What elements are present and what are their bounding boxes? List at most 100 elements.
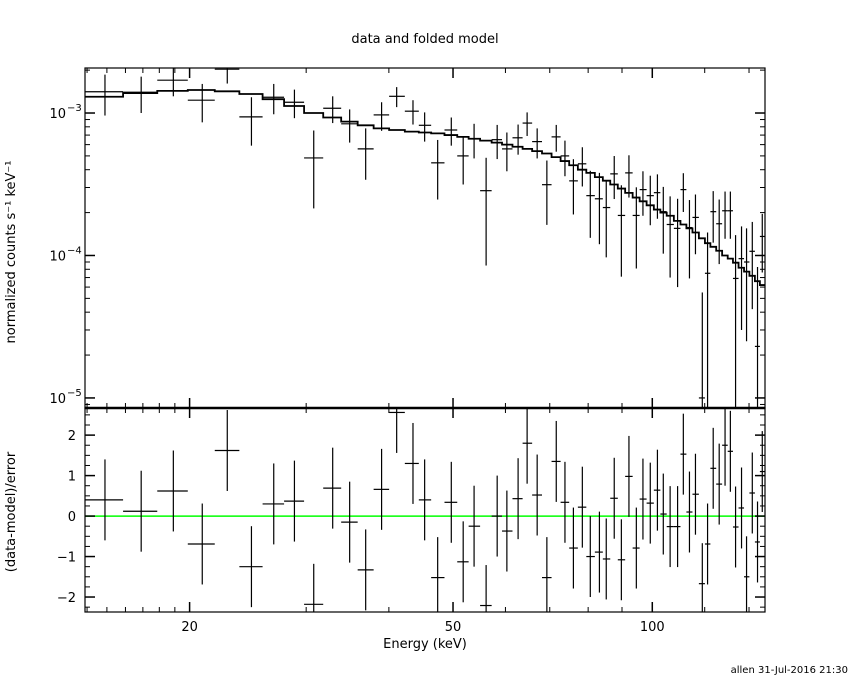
residual-point	[660, 473, 667, 555]
data-point	[560, 140, 570, 177]
y-tick-exponent: −5	[67, 388, 82, 399]
data-point	[586, 170, 595, 238]
spectrum-y-axis-label: normalized counts s⁻¹ keV⁻¹	[4, 161, 19, 344]
residual-point	[341, 481, 358, 563]
data-point	[759, 213, 765, 273]
data-point	[389, 87, 405, 108]
residual-point	[646, 462, 654, 544]
data-point	[480, 157, 492, 266]
data-point	[646, 175, 654, 226]
residual-point	[625, 435, 633, 517]
data-point	[692, 194, 699, 255]
data-point	[722, 191, 728, 239]
residual-point	[759, 431, 765, 513]
y-tick-label: −2	[57, 591, 76, 606]
data-point	[632, 187, 640, 269]
residual-point	[522, 408, 533, 484]
y-tick-label: 0	[68, 510, 76, 525]
data-point	[754, 267, 760, 408]
residual-point	[187, 503, 215, 585]
residual-point	[754, 501, 760, 583]
x-tick-label: 20	[181, 620, 198, 635]
residual-point	[468, 485, 481, 567]
data-point	[444, 117, 458, 146]
data-point	[551, 124, 561, 152]
y-tick-label: 10	[49, 392, 66, 407]
x-axis-label: Energy (keV)	[383, 637, 467, 652]
residual-point	[704, 503, 711, 585]
data-point	[532, 128, 543, 159]
residual-point	[577, 466, 587, 548]
residual-point	[710, 427, 717, 509]
residual-point	[214, 410, 240, 491]
data-point	[686, 200, 693, 279]
x-tick-label: 50	[445, 620, 462, 635]
data-point	[610, 156, 618, 200]
data-point	[373, 102, 390, 131]
residual-point	[673, 486, 681, 568]
residual-point	[532, 454, 543, 536]
y-tick-label: −1	[57, 551, 76, 566]
data-point	[323, 96, 342, 124]
data-point	[653, 174, 661, 219]
data-point	[491, 124, 503, 160]
residual-point	[457, 521, 469, 603]
residual-point	[431, 537, 445, 612]
residual-point	[686, 471, 693, 553]
data-point	[341, 109, 358, 143]
residual-point	[610, 457, 618, 539]
data-point	[680, 173, 687, 212]
residual-point	[653, 449, 661, 531]
y-tick-exponent: −4	[67, 245, 82, 256]
residual-point	[738, 467, 745, 549]
residual-point	[444, 461, 458, 543]
data-point	[457, 136, 469, 185]
data-point	[710, 191, 717, 243]
data-point	[577, 147, 587, 187]
residual-point	[239, 526, 263, 608]
residual-point	[85, 459, 124, 541]
data-point	[187, 83, 215, 123]
data-point	[468, 123, 481, 159]
data-point	[617, 185, 626, 277]
data-point	[666, 196, 674, 278]
residual-point	[262, 463, 285, 545]
residual-point	[560, 461, 570, 543]
residual-point	[692, 453, 699, 535]
residual-point	[727, 410, 733, 492]
data-point	[418, 112, 432, 142]
residual-point	[639, 458, 647, 540]
data-point	[594, 172, 603, 245]
data-point	[404, 100, 419, 125]
data-point	[732, 235, 739, 408]
residual-point	[491, 475, 503, 557]
data-point	[673, 198, 681, 288]
residual-point	[157, 450, 188, 532]
residual-point	[404, 422, 419, 504]
spectrum-panel	[85, 68, 765, 408]
residual-point	[666, 486, 674, 568]
data-point	[660, 186, 667, 254]
residual-point	[357, 529, 374, 611]
residual-point	[744, 536, 750, 612]
residual-point	[304, 563, 324, 612]
residual-point	[123, 470, 158, 552]
data-point	[727, 191, 733, 239]
data-point	[357, 128, 374, 180]
chart-title: data and folded model	[351, 32, 498, 47]
data-point	[431, 139, 445, 200]
data-point	[625, 155, 633, 198]
residual-point	[732, 486, 739, 568]
data-point	[522, 112, 533, 136]
data-point	[123, 76, 158, 114]
residual-point	[716, 443, 723, 525]
data-point	[749, 221, 755, 310]
data-point	[214, 68, 240, 84]
residual-point	[418, 459, 432, 541]
y-tick-label: 1	[68, 470, 76, 485]
residual-point	[389, 408, 405, 453]
data-point	[542, 160, 552, 225]
residual-point	[480, 565, 492, 612]
residual-point	[373, 448, 390, 530]
